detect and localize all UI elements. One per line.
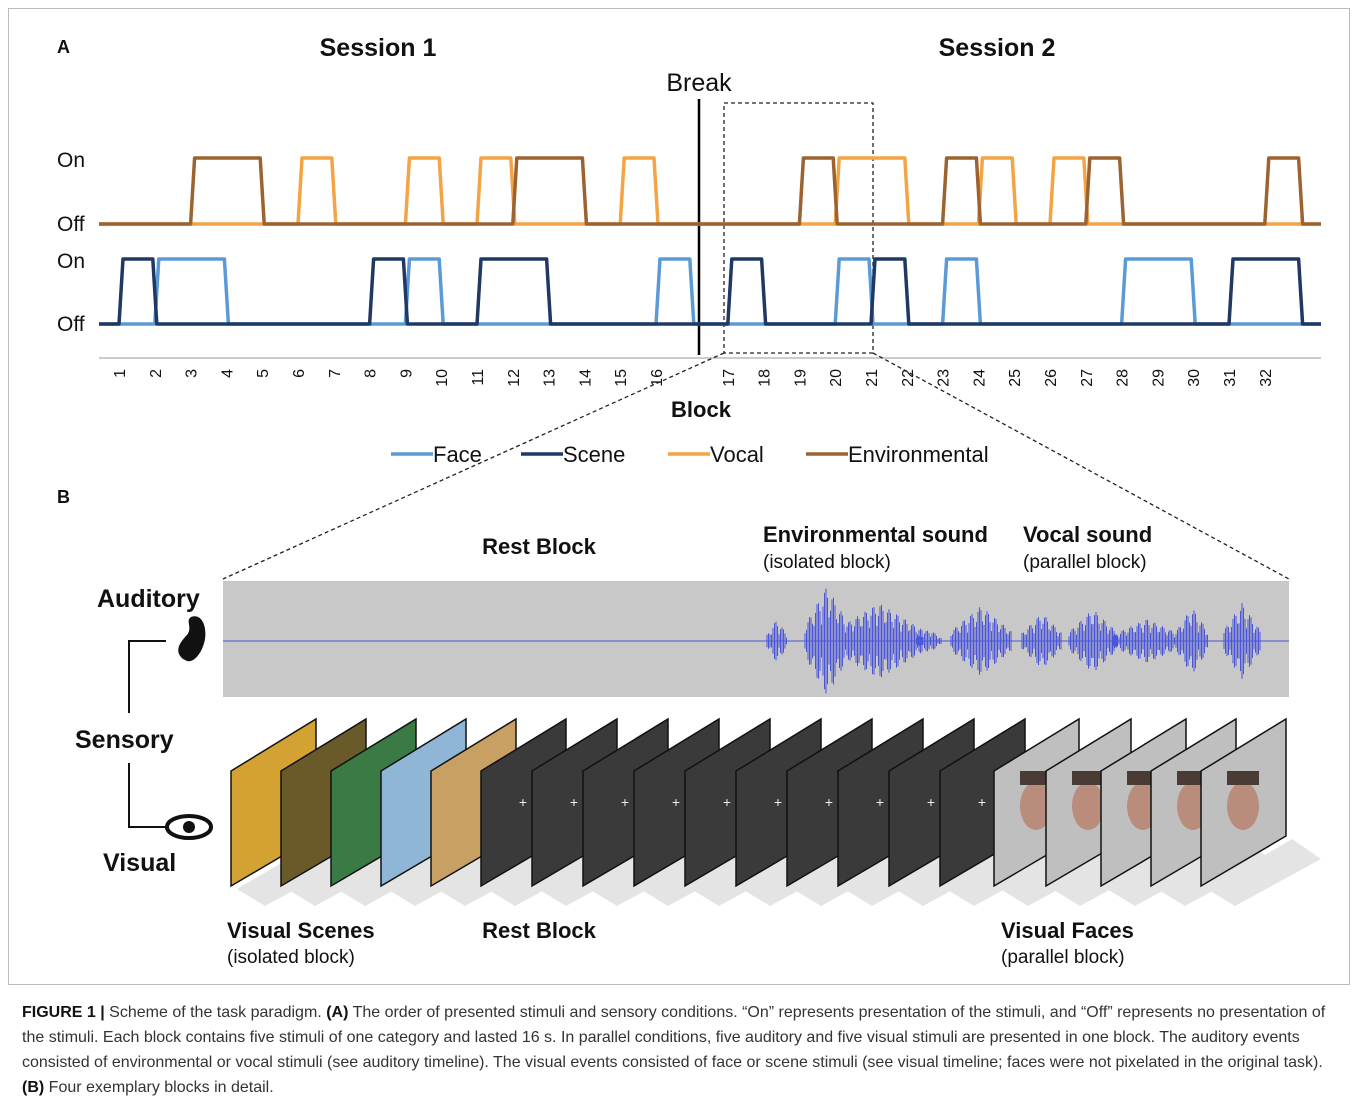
legend-label: Vocal xyxy=(710,442,764,467)
x-tick-label: 23 xyxy=(936,369,953,387)
fixation-cross: + xyxy=(876,794,884,810)
timeline xyxy=(99,259,1321,324)
figure-label: FIGURE 1 | xyxy=(22,1004,105,1021)
face-pixelated xyxy=(1227,782,1259,830)
break-label: Break xyxy=(666,69,732,97)
x-tick-label: 29 xyxy=(1150,369,1167,387)
caption-ref: (A) xyxy=(326,1004,348,1021)
timeline xyxy=(99,259,1321,324)
auditory-label: Auditory xyxy=(97,585,200,613)
x-tick-label: 18 xyxy=(757,369,774,387)
ear-icon xyxy=(178,616,205,661)
x-tick-label: 5 xyxy=(255,369,272,378)
x-tick-label: 32 xyxy=(1258,369,1275,387)
face-pixelated xyxy=(1072,782,1104,830)
x-tick-label: 14 xyxy=(577,369,594,387)
x-tick-label: 9 xyxy=(398,369,415,378)
y-label: Off xyxy=(57,213,85,236)
fixation-cross: + xyxy=(927,794,935,810)
x-tick-label: 4 xyxy=(219,369,236,378)
x-tick-label: 1 xyxy=(112,369,129,378)
x-tick-label: 21 xyxy=(864,369,881,387)
env-sub: (isolated block) xyxy=(763,552,891,573)
fixation-cross: + xyxy=(723,794,731,810)
x-tick-label: 2 xyxy=(148,369,165,378)
legend-label: Face xyxy=(433,442,482,467)
x-tick-label: 7 xyxy=(327,369,344,378)
caption-text: Four exemplary blocks in detail. xyxy=(49,1079,274,1096)
y-label: On xyxy=(57,149,85,172)
x-tick-label: 27 xyxy=(1079,369,1096,387)
x-tick-label: 11 xyxy=(470,369,487,386)
x-label: Block xyxy=(671,397,732,422)
rest-label: Rest Block xyxy=(482,534,596,559)
x-tick-label: 22 xyxy=(900,369,917,387)
legend-label: Environmental xyxy=(848,442,989,467)
y-label: On xyxy=(57,250,85,273)
timeline xyxy=(99,158,1321,224)
face-hair xyxy=(1072,771,1104,785)
x-tick-label: 8 xyxy=(363,369,380,378)
x-tick-label: 3 xyxy=(184,369,201,378)
faces-title: Visual Faces xyxy=(1001,918,1134,943)
sensory-label: Sensory xyxy=(75,726,174,754)
x-tick-label: 24 xyxy=(971,369,988,387)
panel-label: A xyxy=(57,37,70,57)
x-tick-label: 31 xyxy=(1222,369,1239,387)
x-tick-label: 19 xyxy=(792,369,809,387)
fixation-cross: + xyxy=(621,794,629,810)
vocal-title: Vocal sound xyxy=(1023,522,1152,547)
x-tick-label: 17 xyxy=(721,369,738,387)
x-tick-label: 16 xyxy=(649,369,666,387)
env-title: Environmental sound xyxy=(763,522,988,547)
x-tick-label: 20 xyxy=(828,369,845,387)
fixation-cross: + xyxy=(978,794,986,810)
x-tick-label: 12 xyxy=(506,369,523,387)
x-tick-label: 10 xyxy=(434,369,451,387)
x-tick-label: 30 xyxy=(1186,369,1203,387)
scenes-title: Visual Scenes xyxy=(227,918,375,943)
caption-text: Scheme of the task paradigm. xyxy=(109,1004,322,1021)
panel-label: B xyxy=(57,487,70,507)
x-tick-label: 15 xyxy=(613,369,630,387)
caption: FIGURE 1 | Scheme of the task paradigm. … xyxy=(22,1000,1342,1100)
vocal-sub: (parallel block) xyxy=(1023,552,1147,573)
x-tick-label: 28 xyxy=(1115,369,1132,387)
zoom-box xyxy=(724,103,873,353)
caption-ref: (B) xyxy=(22,1079,44,1096)
fixation-cross: + xyxy=(825,794,833,810)
timeline xyxy=(99,158,1321,224)
visual-label: Visual xyxy=(103,849,176,877)
x-tick-label: 25 xyxy=(1007,369,1024,387)
x-tick-label: 13 xyxy=(542,369,559,387)
rest-label: Rest Block xyxy=(482,918,596,943)
fixation-cross: + xyxy=(774,794,782,810)
eye-pupil xyxy=(183,821,195,833)
y-label: Off xyxy=(57,313,85,336)
faces-sub: (parallel block) xyxy=(1001,947,1125,968)
page: {"panel_a": {"label": "A", "session_titl… xyxy=(0,0,1358,1105)
x-tick-label: 6 xyxy=(291,369,308,378)
fixation-cross: + xyxy=(519,794,527,810)
fixation-cross: + xyxy=(672,794,680,810)
x-tick-label: 26 xyxy=(1043,369,1060,387)
session-title: Session 1 xyxy=(320,34,437,62)
face-hair xyxy=(1227,771,1259,785)
session-title: Session 2 xyxy=(939,34,1056,62)
legend-label: Scene xyxy=(563,442,625,467)
fixation-cross: + xyxy=(570,794,578,810)
scenes-sub: (isolated block) xyxy=(227,947,355,968)
